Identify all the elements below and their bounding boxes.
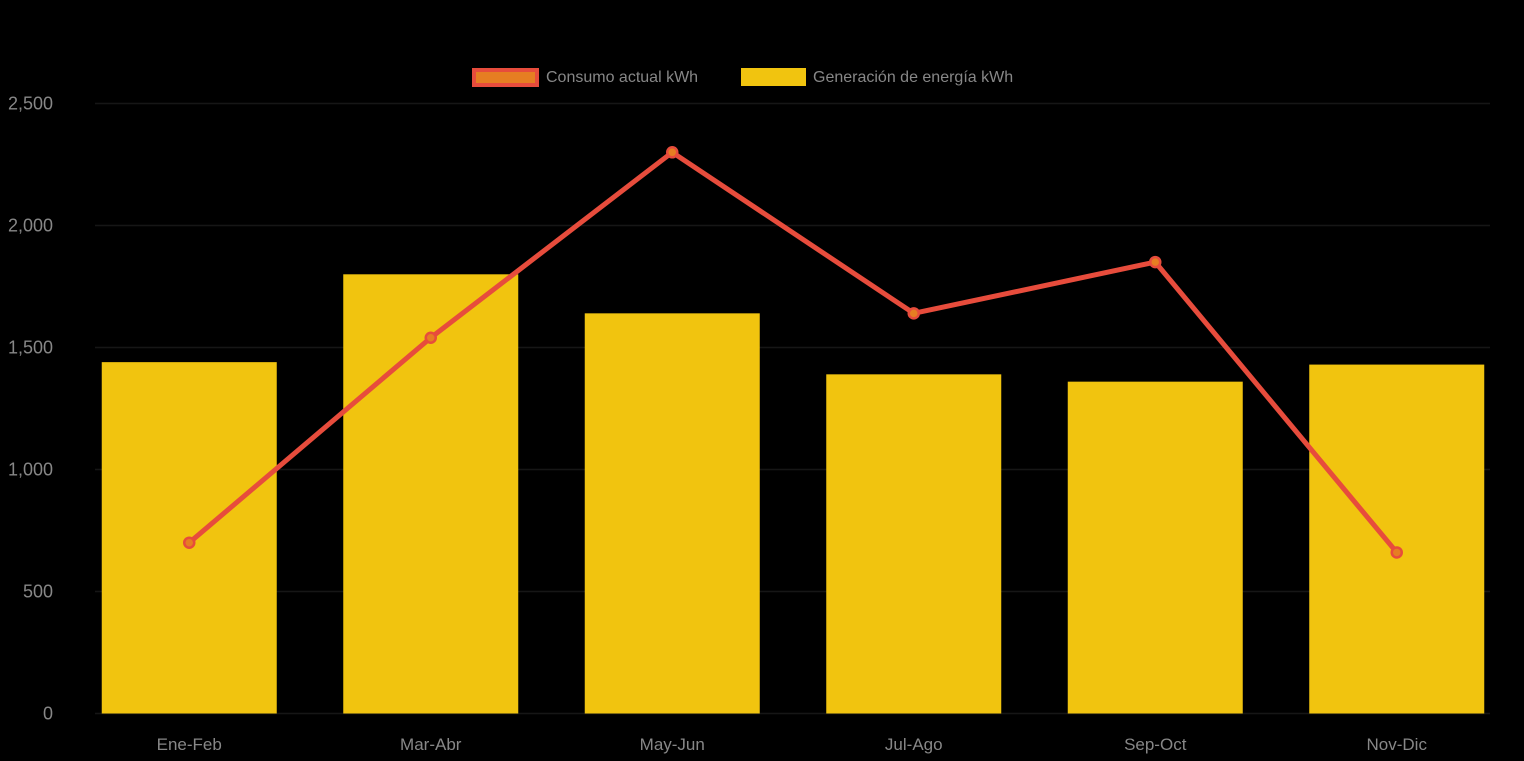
legend-label-consumo: Consumo actual kWh bbox=[546, 68, 699, 86]
bar-May-Jun[interactable] bbox=[584, 313, 760, 714]
y-axis-label: 2,500 bbox=[8, 94, 53, 114]
x-axis-label: Mar-Abr bbox=[400, 735, 462, 754]
consumo-line bbox=[186, 149, 1400, 555]
x-axis-label: Sep-Oct bbox=[1124, 735, 1187, 754]
y-axis-label: 0 bbox=[43, 704, 53, 724]
line-point-Ene-Feb[interactable] bbox=[183, 536, 196, 549]
y-axis-label: 2,000 bbox=[8, 216, 53, 236]
y-axis-label: 1,500 bbox=[8, 338, 53, 358]
y-axis-label: 500 bbox=[23, 582, 53, 602]
x-axis-label: Jul-Ago bbox=[885, 735, 943, 754]
legend-swatch-generacion bbox=[741, 68, 806, 86]
y-axis-label: 1,000 bbox=[8, 460, 53, 480]
legend-item-generacion[interactable]: Generación de energía kWh bbox=[741, 66, 1013, 88]
x-axis-label: Ene-Feb bbox=[157, 735, 222, 754]
bar-Nov-Dic[interactable] bbox=[1309, 364, 1485, 714]
line-point-Jul-Ago[interactable] bbox=[907, 307, 920, 320]
x-axis-label: May-Jun bbox=[640, 735, 705, 754]
bar-Jul-Ago[interactable] bbox=[826, 374, 1002, 714]
line-point-Mar-Abr[interactable] bbox=[424, 331, 437, 344]
x-axis-label: Nov-Dic bbox=[1367, 735, 1428, 754]
line-point-Nov-Dic[interactable] bbox=[1390, 546, 1403, 559]
legend-swatch-consumo bbox=[472, 67, 539, 87]
bar-Mar-Abr[interactable] bbox=[343, 274, 519, 714]
bar-Sep-Oct[interactable] bbox=[1067, 381, 1243, 714]
legend-item-consumo[interactable]: Consumo actual kWh bbox=[472, 66, 698, 88]
legend-label-generacion: Generación de energía kWh bbox=[813, 68, 1014, 86]
line-point-Sep-Oct[interactable] bbox=[1149, 255, 1162, 269]
line-point-May-Jun[interactable] bbox=[666, 146, 679, 159]
